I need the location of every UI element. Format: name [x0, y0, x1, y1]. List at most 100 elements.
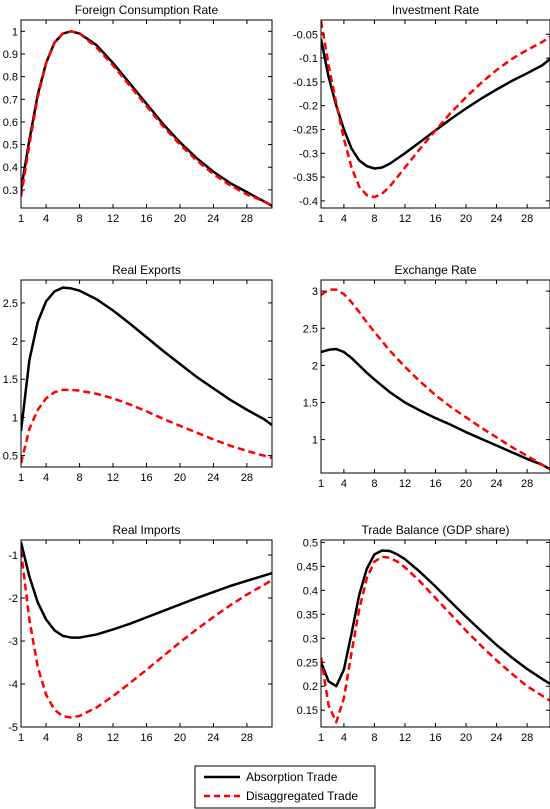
legend-box — [194, 765, 376, 809]
x-tick-label: 28 — [521, 213, 533, 225]
x-tick-label: 20 — [174, 472, 186, 484]
chart-panel-4: Exchange Rate 1 4 8 12 16 20 24 28 1 1.5 2 2.5 3 — [303, 263, 550, 490]
series-line-absorption — [321, 549, 550, 688]
y-tick-label: 0.7 — [3, 94, 18, 106]
series-line-absorption — [321, 347, 550, 471]
y-tick-label: -0.15 — [293, 77, 318, 89]
y-tick-label: 3 — [312, 286, 318, 298]
y-tick-label: -0.4 — [299, 196, 318, 208]
x-tick-label: 1 — [318, 213, 324, 225]
x-tick-label: 16 — [429, 732, 441, 744]
series-line-absorption — [21, 30, 272, 207]
chart-panel-5: Real Imports 1 4 8 12 16 20 24 28 -5 -4 -3 -2 -1 — [8, 523, 273, 744]
x-tick-label: 4 — [341, 732, 347, 744]
x-tick-label: 16 — [429, 213, 441, 225]
y-tick-label: -0.1 — [299, 53, 318, 65]
legend-label-disaggregated: Disaggregated Trade — [246, 789, 358, 803]
x-tick-label: 12 — [107, 213, 119, 225]
x-tick-label: 12 — [399, 213, 411, 225]
y-tick-label: 0.45 — [297, 561, 318, 573]
y-tick-label: -5 — [8, 722, 18, 734]
y-tick-label: -2 — [8, 593, 18, 605]
series-line-disaggregated — [21, 388, 272, 464]
y-tick-label: 0.4 — [3, 162, 18, 174]
x-tick-label: 1 — [318, 478, 324, 490]
x-tick-label: 8 — [77, 213, 83, 225]
chart-panel-2: Investment Rate 1 4 8 12 16 20 24 28 -0.4 -0.35 -0.… — [293, 3, 550, 225]
y-tick-label: 0.2 — [303, 681, 318, 693]
x-tick-label: 12 — [107, 732, 119, 744]
x-tick-label: 4 — [43, 732, 49, 744]
legend-label-absorption: Absorption Trade — [246, 770, 338, 784]
x-tick-label: 28 — [521, 478, 533, 490]
series-line-absorption — [21, 286, 272, 432]
chart-title: Real Imports — [112, 523, 180, 537]
x-tick-label: 28 — [241, 213, 253, 225]
x-tick-label: 20 — [460, 732, 472, 744]
y-tick-label: -1 — [8, 550, 18, 562]
y-tick-label: 0.3 — [3, 185, 18, 197]
chart-panel-1: Foreign Consumption Rate 1 4 8 12 16 20 24 28 0.3… — [3, 3, 273, 225]
x-tick-label: 8 — [371, 213, 377, 225]
x-tick-label: 12 — [399, 478, 411, 490]
y-tick-label: 2 — [312, 360, 318, 372]
plot-frame — [20, 279, 273, 468]
y-tick-label: 0.5 — [303, 537, 318, 549]
y-tick-label: -3 — [8, 636, 18, 648]
x-tick-label: 24 — [207, 472, 219, 484]
series-line-disaggregated — [21, 550, 272, 719]
x-tick-label: 28 — [241, 472, 253, 484]
x-tick-label: 8 — [371, 732, 377, 744]
x-tick-label: 20 — [460, 213, 472, 225]
legend: Absorption Trade Disaggregated Trade — [194, 765, 376, 809]
y-tick-label: 1 — [312, 435, 318, 447]
x-tick-label: 1 — [18, 213, 24, 225]
series-line-absorption — [321, 38, 550, 170]
y-tick-label: 0.35 — [297, 609, 318, 621]
y-tick-label: 2.5 — [3, 298, 18, 310]
y-tick-label: 0.25 — [297, 657, 318, 669]
y-tick-label: 0.5 — [3, 140, 18, 152]
x-tick-label: 24 — [490, 732, 502, 744]
x-tick-label: 24 — [490, 478, 502, 490]
y-tick-label: -0.25 — [293, 124, 318, 136]
x-tick-label: 12 — [399, 732, 411, 744]
x-tick-label: 4 — [43, 213, 49, 225]
y-tick-label: 0.5 — [3, 451, 18, 463]
x-tick-label: 24 — [490, 213, 502, 225]
x-tick-label: 4 — [341, 213, 347, 225]
x-tick-label: 24 — [207, 213, 219, 225]
x-tick-label: 20 — [460, 478, 472, 490]
y-tick-label: -0.35 — [293, 172, 318, 184]
y-tick-label: 0.9 — [3, 49, 18, 61]
x-tick-label: 1 — [18, 732, 24, 744]
series-line-disaggregated — [321, 555, 550, 724]
plot-frame — [320, 19, 550, 209]
series-line-absorption — [21, 541, 272, 639]
series-line-disaggregated — [21, 30, 272, 207]
chart-panel-6: Trade Balance (GDP share) 1 4 8 12 16 20 24 28 0.… — [297, 523, 550, 744]
x-tick-label: 16 — [140, 472, 152, 484]
x-tick-label: 20 — [174, 732, 186, 744]
y-tick-label: 0.15 — [297, 705, 318, 717]
y-tick-label: 1.5 — [3, 374, 18, 386]
x-tick-label: 24 — [207, 732, 219, 744]
series-line-disaggregated — [321, 20, 550, 199]
chart-title: Foreign Consumption Rate — [75, 3, 219, 17]
x-tick-label: 8 — [77, 732, 83, 744]
x-tick-label: 4 — [43, 472, 49, 484]
chart-title: Investment Rate — [392, 3, 480, 17]
y-tick-label: -0.2 — [299, 101, 318, 113]
plot-frame — [20, 19, 273, 209]
y-tick-label: -0.3 — [299, 148, 318, 160]
x-tick-label: 20 — [174, 213, 186, 225]
chart-title: Real Exports — [112, 263, 181, 277]
x-tick-label: 16 — [429, 478, 441, 490]
y-tick-label: -4 — [8, 679, 18, 691]
x-tick-label: 28 — [521, 732, 533, 744]
x-tick-label: 28 — [241, 732, 253, 744]
y-tick-label: -0.05 — [293, 29, 318, 41]
